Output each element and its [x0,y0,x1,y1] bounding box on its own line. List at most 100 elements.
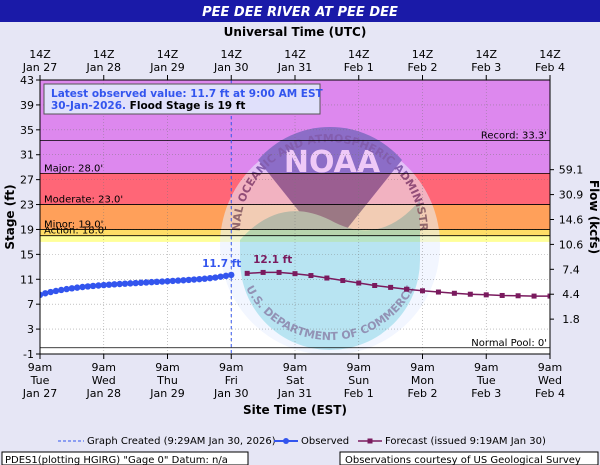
observed-point [185,276,192,284]
observed-point [63,285,70,293]
observed-point [79,283,86,291]
forecast-point [467,291,473,297]
forecast-line [247,271,550,297]
legend-forecast-marker [367,438,373,444]
footer-left-box [1,451,249,465]
top-tick-label: 14Z [348,48,370,61]
forecast-point [531,293,537,299]
top-tick-date: Feb 2 [408,61,438,74]
observed-point [148,278,155,286]
latest-value-line1: Latest observed value: 11.7 ft at 9:00 A… [51,88,324,100]
observed-point [222,272,230,280]
bottom-tick-date: Jan 30 [213,387,248,400]
threshold-label-minor: Minor: 19.0' [44,219,103,230]
forecast-point [340,278,346,284]
top-tick-label: 14Z [220,48,242,61]
top-tick-date: Jan 27 [22,61,57,74]
legend-forecast-label: Forecast (issued 9:19AM Jan 30) [385,436,546,447]
flow-tick-label: 10.6 [559,238,584,251]
legend-created-label: Graph Created (9:29AM Jan 30, 2026) [87,436,276,447]
observed-point [89,282,97,290]
latest-value-date: 30-Jan-2026. [51,100,126,112]
forecast-point [547,293,550,299]
observed-point [190,276,198,283]
observed-point [52,287,60,295]
observed-point [111,281,118,288]
title-bar [0,0,600,22]
observed-point [58,286,65,294]
observed-point [169,277,176,285]
bottom-tick-weekday: Sun [348,374,369,387]
observed-point [95,282,102,289]
threshold-label-normal-pool: Normal Pool: 0' [471,338,547,349]
forecast-point [372,283,378,288]
y-tick-label: 3 [27,323,34,336]
observed-point [228,271,235,279]
top-tick-date: Feb 4 [535,61,565,74]
forecast-point [420,288,425,294]
observed-point [105,281,113,288]
x-axis-title: Site Time (EST) [243,403,347,417]
observed-point [132,279,139,287]
forecast-point [244,270,250,276]
top-tick-label: 14Z [475,48,497,61]
y-tick-label: 19 [20,223,34,236]
flow-tick-label: 30.9 [559,189,584,202]
top-tick-date: Jan 30 [213,61,248,74]
top-tick-label: 14Z [93,48,115,61]
threshold-label-action: Action: 18.0' [44,226,107,237]
forecast-point [292,271,298,277]
observed-point [84,283,92,290]
forecast-point [483,292,489,298]
bottom-tick-weekday: Sat [286,374,305,387]
bottom-tick-date: Jan 27 [22,387,57,400]
bottom-tick-date: Jan 31 [277,387,312,400]
flow-tick-label: 4.4 [562,288,580,301]
y-tick-label: 27 [20,174,34,187]
observed-point [159,278,166,285]
bottom-tick-date: Jan 28 [86,387,121,400]
forecast-point [308,273,314,279]
bottom-tick-time: 9am [155,361,179,374]
observed-point [100,281,107,289]
top-tick-label: 14Z [284,48,306,61]
forecast-point [356,280,362,286]
observed-point [143,279,150,286]
bottom-tick-weekday: Wed [92,374,116,387]
forecast-point [404,286,410,292]
top-tick-label: 14Z [539,48,561,61]
y-tick-label: 31 [20,149,34,162]
observed-point [217,273,224,280]
top-tick-date: Feb 1 [344,61,374,74]
bottom-tick-weekday: Thu [156,374,178,387]
noaa-seal-water [240,200,420,350]
legend-observed-marker [283,438,289,444]
top-tick-label: 14Z [29,48,51,61]
bottom-tick-time: 9am [92,361,116,374]
threshold-label-major: Major: 28.0' [44,163,103,174]
observed-point [196,275,203,283]
observed-point [116,280,123,288]
forecast-point [515,293,521,299]
forecast-point [324,275,330,281]
flow-tick-label: 7.4 [562,263,580,276]
y-tick-label: 23 [20,199,34,212]
bottom-tick-weekday: Tue [476,374,496,387]
threshold-label-moderate: Moderate: 23.0' [44,195,123,206]
noaa-seal-sky [258,126,402,250]
observed-point [68,285,76,292]
bottom-tick-time: 9am [219,361,243,374]
forecast-point [499,292,505,298]
legend-observed-label: Observed [301,436,349,447]
legend: Graph Created (9:29AM Jan 30, 2026) Obse… [58,436,546,447]
bottom-tick-weekday: Wed [538,374,562,387]
observed-point [47,288,54,296]
top-tick-date: Jan 31 [277,61,312,74]
observed-point [164,278,171,285]
bottom-tick-time: 9am [347,361,371,374]
bottom-tick-weekday: Mon [411,374,434,387]
chart-title: PEE DEE RIVER AT PEE DEE [202,5,398,20]
footer-right-box [339,451,599,465]
flood-stage-text: Flood Stage is 19 ft [126,100,245,112]
